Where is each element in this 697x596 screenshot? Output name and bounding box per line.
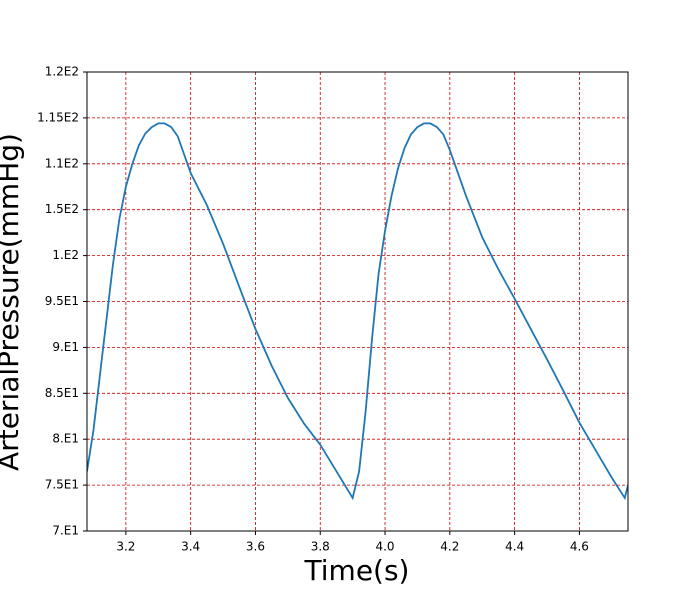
x-tick-label: 3.8: [311, 540, 330, 554]
x-tick-label: 4.0: [375, 540, 394, 554]
plot-frame: [86, 71, 629, 532]
y-tick-label: 1.15E2: [37, 110, 79, 124]
y-tick-label: 7.5E1: [45, 478, 79, 492]
y-tick-label: 7.E1: [52, 524, 79, 538]
y-tick-label: 9.E1: [52, 340, 79, 354]
x-axis-label: Time(s): [304, 554, 410, 587]
x-tick-label: 4.4: [505, 540, 524, 554]
y-tick-label: 1.5E2: [45, 202, 79, 216]
y-tick-label: 1.1E2: [45, 156, 79, 170]
x-tick-label: 4.6: [570, 540, 589, 554]
line: [87, 122, 628, 501]
x-tick-label: 4.2: [440, 540, 459, 554]
y-axis-label: ArterialPressure(mmHg): [0, 133, 25, 471]
y-tick-label: 8.E1: [52, 432, 79, 446]
x-tick-label: 3.6: [246, 540, 265, 554]
x-tick-label: 3.4: [181, 540, 200, 554]
y-tick-label: 1.E2: [52, 248, 79, 262]
y-tick-label: 1.2E2: [45, 65, 79, 79]
x-tick-label: 3.2: [116, 540, 135, 554]
y-tick-label: 9.5E1: [45, 294, 79, 308]
y-tick-label: 8.5E1: [45, 386, 79, 400]
